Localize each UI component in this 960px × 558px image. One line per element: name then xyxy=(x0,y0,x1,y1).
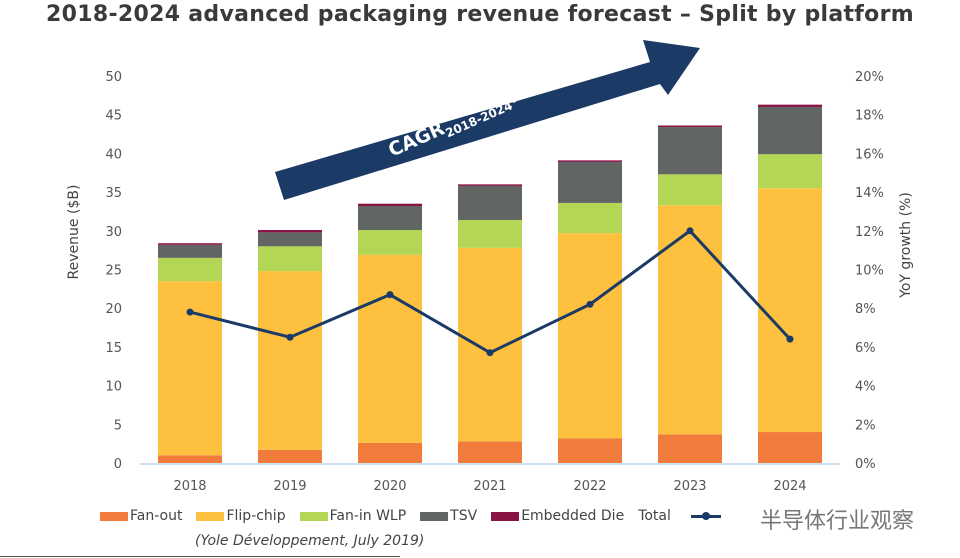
y-tick-label: 35 xyxy=(105,186,122,201)
y2-tick-label: 18% xyxy=(855,109,884,124)
y-tick-label: 0 xyxy=(114,457,122,472)
bar-fan-out xyxy=(158,455,222,463)
bar-tsv xyxy=(558,161,622,203)
legend-item: Fan-in WLP xyxy=(299,508,407,524)
legend-label: TSV xyxy=(450,508,478,524)
bar-flip-chip xyxy=(658,205,722,435)
yoy-growth-point xyxy=(186,308,194,316)
bar-embedded-die xyxy=(758,104,822,107)
legend-swatch xyxy=(491,511,520,521)
bar-fan-in-wlp xyxy=(158,257,222,282)
yoy-growth-point xyxy=(486,349,494,357)
bar-flip-chip xyxy=(458,247,522,442)
legend-label: Embedded Die xyxy=(521,508,625,524)
bar-flip-chip xyxy=(258,271,322,450)
bar-fan-in-wlp xyxy=(558,202,622,234)
x-tick-label: 2023 xyxy=(673,479,706,494)
legend-item-total: Total xyxy=(638,508,721,524)
legend-label: Fan-out xyxy=(130,508,183,524)
y2-axis-label: YoY growth (%) xyxy=(898,192,914,299)
bar-fan-out xyxy=(258,449,322,463)
yoy-growth-point xyxy=(786,335,794,343)
legend-line-swatch xyxy=(690,511,721,520)
bar-fan-out xyxy=(458,441,522,463)
bar-flip-chip xyxy=(758,188,822,433)
bar-fan-out xyxy=(758,432,822,463)
bar-embedded-die xyxy=(358,203,422,207)
x-tick-label: 2022 xyxy=(573,479,606,494)
bar-fan-out xyxy=(658,434,722,463)
legend-item: TSV xyxy=(420,508,477,524)
x-tick-label: 2018 xyxy=(173,479,206,494)
bar-fan-in-wlp xyxy=(658,174,722,206)
bar-fan-in-wlp xyxy=(758,154,822,189)
legend-swatch xyxy=(196,511,225,521)
y2-tick-label: 14% xyxy=(855,186,884,201)
bar-flip-chip xyxy=(158,281,222,456)
x-tick-label: 2019 xyxy=(273,479,306,494)
source-note: (Yole Développement, July 2019) xyxy=(195,533,425,549)
y2-tick-label: 2% xyxy=(855,418,876,433)
y-axis-label: Revenue ($B) xyxy=(66,185,82,280)
legend-label: Fan-in WLP xyxy=(329,508,407,524)
legend: Fan-out Flip-chip Fan-in WLP TSV Embedded Di… xyxy=(100,508,735,524)
yoy-growth-point xyxy=(286,333,294,341)
bar-tsv xyxy=(158,244,222,258)
legend-item: Embedded Die xyxy=(491,508,624,524)
legend-label: Flip-chip xyxy=(226,508,286,524)
y-tick-label: 20 xyxy=(105,302,122,317)
bar-flip-chip xyxy=(358,254,422,443)
y2-tick-label: 10% xyxy=(855,264,884,279)
y2-tick-label: 6% xyxy=(855,341,876,356)
legend-item: Fan-out xyxy=(100,508,182,524)
legend-item: Flip-chip xyxy=(196,508,286,524)
legend-swatch xyxy=(299,511,328,521)
yoy-growth-point xyxy=(686,227,694,235)
bar-fan-in-wlp xyxy=(458,219,522,248)
y2-tick-label: 16% xyxy=(855,147,884,162)
x-tick-label: 2021 xyxy=(473,479,506,494)
y-tick-label: 40 xyxy=(105,147,122,162)
bar-flip-chip xyxy=(558,233,622,439)
y-tick-label: 45 xyxy=(105,109,122,124)
bar-fan-in-wlp xyxy=(258,246,322,272)
yoy-growth-point xyxy=(386,291,394,299)
legend-swatch xyxy=(420,511,449,521)
y2-tick-label: 12% xyxy=(855,225,884,240)
y-tick-label: 30 xyxy=(105,225,122,240)
bar-fan-out xyxy=(558,438,622,463)
legend-swatch xyxy=(100,511,128,521)
bar-tsv xyxy=(658,127,722,175)
bar-tsv xyxy=(458,185,522,220)
y-tick-label: 15 xyxy=(105,341,122,356)
bar-embedded-die xyxy=(258,230,322,233)
y2-tick-label: 20% xyxy=(855,70,884,85)
bar-embedded-die xyxy=(558,160,622,162)
y-tick-label: 50 xyxy=(105,70,122,85)
y-tick-label: 5 xyxy=(114,418,122,433)
cagr-arrow xyxy=(275,40,700,200)
bar-tsv xyxy=(358,206,422,231)
y-tick-label: 25 xyxy=(105,264,122,279)
bar-tsv xyxy=(758,106,822,155)
y-tick-label: 10 xyxy=(105,380,122,395)
chart-title: 2018-2024 advanced packaging revenue for… xyxy=(46,2,914,27)
bar-fan-out xyxy=(358,442,422,463)
divider xyxy=(0,556,400,557)
y2-tick-label: 0% xyxy=(855,457,876,472)
x-tick-label: 2020 xyxy=(373,479,406,494)
y2-tick-label: 4% xyxy=(855,380,876,395)
bar-embedded-die xyxy=(158,243,222,245)
legend-label: Total xyxy=(638,508,671,524)
x-tick-label: 2024 xyxy=(773,479,806,494)
y2-tick-label: 8% xyxy=(855,302,876,317)
bar-embedded-die xyxy=(658,125,722,128)
bar-tsv xyxy=(258,232,322,247)
bar-fan-in-wlp xyxy=(358,230,422,255)
yoy-growth-point xyxy=(586,300,594,308)
bar-embedded-die xyxy=(458,184,522,186)
watermark: 半导体行业观察 xyxy=(760,509,915,534)
